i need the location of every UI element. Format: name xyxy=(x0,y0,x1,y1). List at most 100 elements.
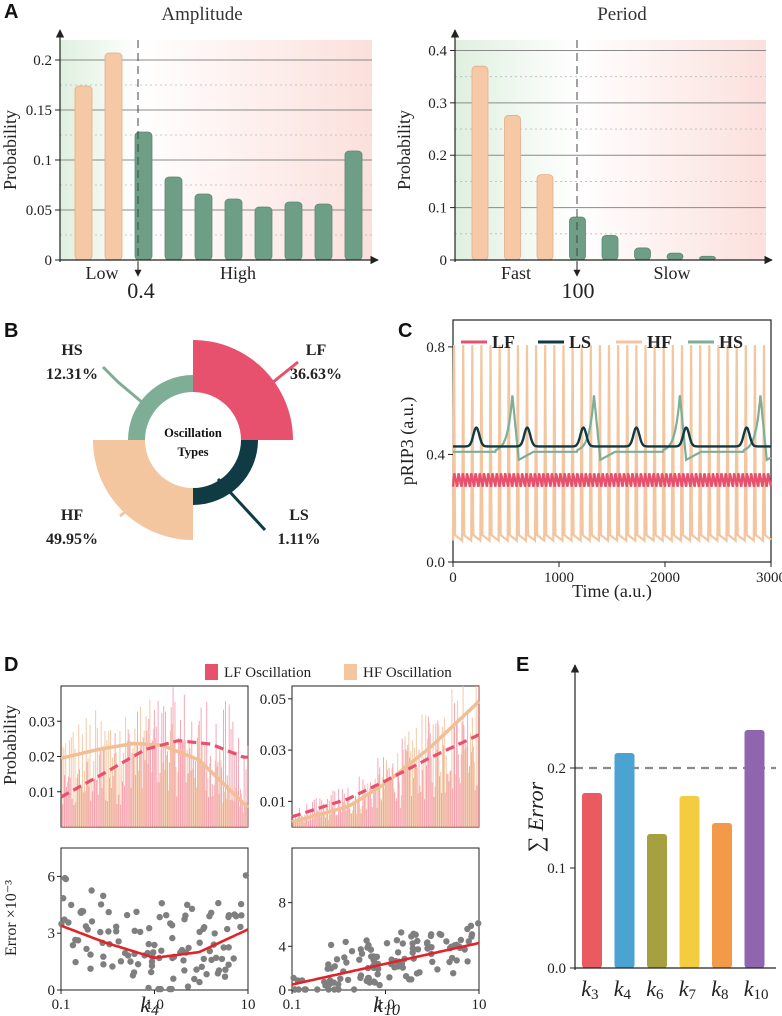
k4-error-point xyxy=(150,949,157,956)
k4-error-point xyxy=(225,912,233,919)
k10-error-point xyxy=(343,959,350,966)
sum-error-x-label: k xyxy=(711,976,722,1001)
k10-error-point xyxy=(443,938,450,945)
amplitude-low-region xyxy=(60,40,138,260)
k4-probability-y-tick-label: 0.03 xyxy=(29,714,55,730)
k4-error-point xyxy=(97,928,104,936)
k10-error-point xyxy=(314,986,321,993)
k4-error-point xyxy=(65,919,72,926)
timeseries-y-tick-label: 0.8 xyxy=(426,340,445,356)
k4-error-point xyxy=(181,916,188,923)
k4-error-point xyxy=(105,928,112,935)
k10-error-point xyxy=(376,981,383,989)
period-y-tick-label: 0.1 xyxy=(428,201,447,217)
k4-error-point xyxy=(68,901,75,909)
lf-series-line xyxy=(451,473,773,488)
k10-x-label: k xyxy=(373,992,384,1016)
k4-error-point xyxy=(168,985,175,993)
timeseries-x-label: Time (a.u.) xyxy=(572,581,652,602)
k4-error-point xyxy=(218,955,226,963)
pie-center-label-1: Oscillation xyxy=(164,426,222,440)
k10-error-point xyxy=(383,940,391,947)
k4-error-point xyxy=(185,944,192,952)
k10-probability-chart: 0.01 0.03 0.05 xyxy=(260,685,481,828)
panel-letter-b: B xyxy=(4,320,18,342)
k4-error-point xyxy=(130,969,138,976)
k4-error-point xyxy=(83,945,90,953)
k10-error-point xyxy=(416,969,423,976)
sum-error-x-label-sub: 6 xyxy=(656,987,664,1003)
amplitude-high-label: High xyxy=(220,263,256,283)
k10-error-point xyxy=(409,940,416,947)
amplitude-y-tick-label: 0.15 xyxy=(26,103,52,119)
k4-error-point xyxy=(200,955,207,963)
ls-slice-label: LS xyxy=(289,507,309,524)
ls-leader-line xyxy=(216,477,267,532)
k10-error-point xyxy=(301,986,308,993)
k4-error-point xyxy=(97,901,105,908)
k10-probability-lf-fit-line xyxy=(291,733,480,819)
k4-error-point xyxy=(105,908,112,916)
k4-error-point xyxy=(78,907,86,915)
k10-error-point xyxy=(424,945,431,952)
k4-error-point xyxy=(72,958,79,966)
lf-leader-line xyxy=(266,360,299,389)
k4-error-point xyxy=(151,941,158,949)
k10-error-point xyxy=(344,976,352,984)
k10-error-x-tick-label: 1.0 xyxy=(376,997,395,1013)
k10-error-point xyxy=(394,949,402,956)
k10-error-point xyxy=(341,954,348,961)
k4-probability-y-tick-label: 0.02 xyxy=(29,750,55,766)
timeseries-y-label: pRIP3 (a.u.) xyxy=(397,397,418,486)
k4-error-chart: 0 3 6 0.1 1.0 10 Error ×10⁻³ k 4 xyxy=(3,847,256,1016)
k10-error-point xyxy=(475,920,482,927)
k4-error-point xyxy=(242,872,250,879)
k4-error-point xyxy=(137,928,144,936)
k10-error-point xyxy=(410,930,417,937)
sum-error-bar-k6 xyxy=(647,834,667,968)
k10-error-point xyxy=(371,979,378,986)
hs-leader-line xyxy=(101,365,151,411)
amplitude-threshold-label: 0.4 xyxy=(127,278,155,303)
k4-error-point xyxy=(155,985,162,993)
k10-error-point xyxy=(427,932,435,940)
timeseries-x-tick-label: 3000 xyxy=(756,570,782,586)
k10-error-point xyxy=(363,937,370,944)
k4-error-point xyxy=(113,923,120,930)
hf-slice-pct: 49.95% xyxy=(46,531,98,548)
k4-error-point xyxy=(212,954,220,961)
timeseries-x-tick-label: 0 xyxy=(449,570,457,586)
k10-error-point xyxy=(330,979,338,986)
k10-probability-y-tick-label: 0.01 xyxy=(260,794,286,810)
k10-error-point xyxy=(333,956,341,963)
k4-error-point xyxy=(127,958,134,965)
lf-oscillation-legend-swatch xyxy=(205,664,218,680)
sum-error-bar-k7 xyxy=(679,796,700,968)
k4-error-point xyxy=(158,947,165,954)
amplitude-title: Amplitude xyxy=(161,4,242,25)
sum-error-y-tick-label: 0.2 xyxy=(547,761,566,777)
k10-error-point xyxy=(342,938,349,946)
k4-error-point xyxy=(225,961,232,968)
k4-error-point xyxy=(100,961,107,968)
k10-error-point xyxy=(395,963,402,970)
k4-error-point xyxy=(237,923,244,931)
sum-error-x-label: k xyxy=(614,976,625,1001)
k4-error-point xyxy=(184,983,192,990)
period-title: Period xyxy=(597,4,647,25)
k4-error-point xyxy=(196,978,203,986)
timeseries-y-tick-label: 0.0 xyxy=(426,555,445,571)
k10-error-point xyxy=(464,958,471,965)
k4-error-point xyxy=(148,962,156,969)
k10-error-point xyxy=(295,986,302,993)
k4-error-point xyxy=(82,923,90,930)
k4-error-point xyxy=(169,934,176,942)
amplitude-bar-7 xyxy=(254,206,273,261)
k4-error-point xyxy=(215,899,222,907)
sum-error-x-label-sub: 4 xyxy=(624,987,632,1003)
k4-error-point xyxy=(109,963,116,970)
amplitude-bar-8 xyxy=(284,201,303,261)
k4-error-point xyxy=(163,912,170,919)
k10-error-point xyxy=(331,963,338,970)
